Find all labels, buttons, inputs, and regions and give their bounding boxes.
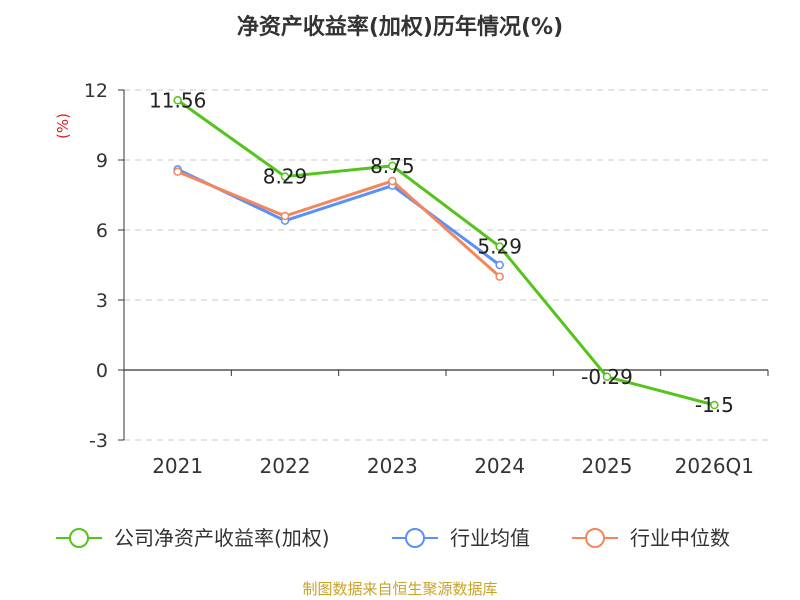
chart-title: 净资产收益率(加权)历年情况(%)	[237, 14, 563, 40]
series-industry-median	[174, 168, 503, 280]
chart-container: 净资产收益率(加权)历年情况(%) (%) -3 0 3 6 9 12 2021 2022 20…	[0, 0, 800, 600]
legend-marker	[406, 529, 424, 547]
x-tick-label: 2026Q1	[675, 454, 754, 478]
data-label: -1.5	[695, 393, 734, 417]
series-line	[178, 169, 500, 265]
y-tick-label: 6	[96, 220, 108, 242]
legend-marker	[70, 529, 88, 547]
data-point	[282, 213, 289, 220]
legend-label: 行业均值	[450, 526, 530, 550]
series-line	[178, 100, 715, 405]
data-point	[496, 273, 503, 280]
legend-item: 行业均值	[392, 526, 530, 550]
y-tick-label: 12	[84, 80, 108, 102]
legend-item: 行业中位数	[572, 526, 730, 550]
series-company	[174, 97, 718, 409]
series-industry-mean	[174, 166, 503, 269]
series-line	[178, 172, 500, 277]
x-tick-label: 2023	[367, 454, 418, 478]
data-label: 8.29	[263, 165, 308, 189]
legend: 公司净资产收益率(加权) 行业均值 行业中位数	[56, 526, 730, 550]
y-tick-label: 0	[96, 360, 108, 382]
series-lines	[174, 97, 718, 409]
y-axis-label: (%)	[54, 113, 72, 139]
x-tick-label: 2022	[260, 454, 311, 478]
legend-label: 公司净资产收益率(加权)	[114, 526, 330, 550]
data-label: -0.29	[581, 365, 633, 389]
line-chart: 净资产收益率(加权)历年情况(%) (%) -3 0 3 6 9 12 2021 2022 20…	[0, 0, 800, 600]
data-label: 5.29	[477, 235, 522, 259]
data-labels: 11.56 8.29 8.75 5.29 -0.29 -1.5	[149, 88, 734, 417]
data-label: 8.75	[370, 154, 415, 178]
x-tick-label: 2024	[474, 454, 525, 478]
y-tick-label: 3	[96, 290, 108, 312]
legend-item: 公司净资产收益率(加权)	[56, 526, 330, 550]
legend-label: 行业中位数	[630, 526, 730, 550]
y-tick-label: 9	[96, 150, 108, 172]
x-tick-label: 2025	[582, 454, 633, 478]
source-note: 制图数据来自恒生聚源数据库	[302, 580, 497, 598]
data-point	[389, 178, 396, 185]
x-tick-label: 2021	[152, 454, 203, 478]
legend-marker	[586, 529, 604, 547]
data-point	[174, 168, 181, 175]
axes: -3 0 3 6 9 12 2021 2022 2023 2024 2025 2026Q1	[84, 80, 768, 478]
grid-lines	[124, 90, 768, 440]
data-point	[496, 262, 503, 269]
data-label: 11.56	[149, 88, 206, 112]
y-tick-label: -3	[89, 430, 108, 452]
